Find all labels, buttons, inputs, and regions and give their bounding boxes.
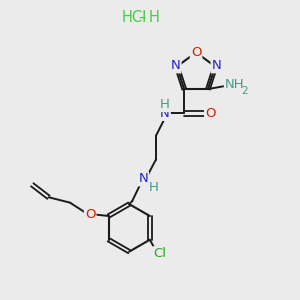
- Text: Cl: Cl: [153, 247, 166, 260]
- Text: O: O: [205, 107, 216, 120]
- Text: N: N: [171, 59, 181, 72]
- Text: NH: NH: [225, 77, 244, 91]
- Text: O: O: [85, 208, 95, 221]
- Text: HCl: HCl: [122, 10, 147, 25]
- Text: H: H: [160, 98, 170, 111]
- Text: H: H: [148, 181, 158, 194]
- Text: –: –: [138, 10, 146, 25]
- Text: N: N: [212, 59, 221, 72]
- Text: O: O: [191, 46, 201, 59]
- Text: 2: 2: [242, 86, 248, 96]
- Text: N: N: [160, 107, 170, 120]
- Text: N: N: [138, 172, 148, 185]
- Text: H: H: [148, 10, 159, 25]
